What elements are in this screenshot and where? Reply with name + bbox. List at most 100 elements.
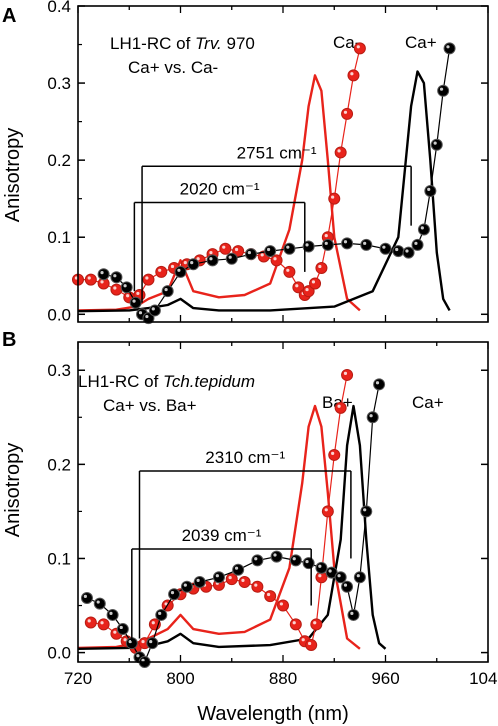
panel-a-series-3-point-26 — [437, 84, 450, 97]
panel-a-series-2-point-12-hl — [222, 245, 226, 249]
panel-a-series-3-point-14 — [283, 242, 296, 255]
panel-a-bracket-1-label: 2020 cm⁻¹ — [180, 180, 260, 199]
panel-b-bracket-0-label: 2310 cm⁻¹ — [205, 448, 285, 467]
panel-b-series-3-point-23-hl — [356, 574, 360, 578]
panel-a-series-3-point-18-hl — [363, 241, 367, 245]
panel-a-series-3-point-0 — [97, 268, 110, 281]
panel-b-bracket-1-label: 2039 cm⁻¹ — [182, 526, 262, 545]
panel-a-series-3-point-16-hl — [324, 241, 328, 245]
panel-a-series-3-point-23-hl — [420, 226, 424, 230]
panel-a-series-3-point-27-hl — [446, 45, 450, 49]
panel-a-series-3-point-6 — [148, 304, 161, 317]
panel-a-series-3-point-17-hl — [343, 240, 348, 244]
panel-a-series-3-point-12-hl — [247, 250, 251, 255]
panel-b-series-3-point-23 — [353, 571, 366, 584]
panel-b-series-2-point-19 — [305, 639, 318, 652]
panel-a-series-3-point-16 — [321, 238, 334, 251]
panel-a-series-0-line — [77, 74, 361, 312]
panel-a-series-3-point-22 — [411, 238, 424, 251]
panel-a-series-2-point-4-hl — [126, 294, 130, 298]
panel-b-series-2-point-2-hl — [113, 630, 117, 634]
panel-b-series-3-point-21-hl — [343, 583, 348, 587]
panel-a-series-3-point-14-hl — [286, 245, 290, 249]
panel-b-series-2-point-20 — [310, 618, 323, 631]
panel-a-series-3-point-21-hl — [405, 249, 409, 253]
panel-b-series-3-point-11-hl — [196, 578, 200, 583]
panel-a-ytick-label-4: 0.4 — [47, 0, 71, 16]
panel-a-series-3-point-25-hl — [433, 141, 437, 145]
panel-b-series-3-point-18-hl — [318, 564, 322, 568]
panel-a-ytick-label-3: 0.3 — [47, 74, 71, 93]
panel-b-series-0-line — [77, 404, 361, 650]
panel-b-series-3-point-15 — [270, 550, 283, 563]
panel-a-series-3-point-15-hl — [305, 243, 309, 247]
panel-a-series-3-point-0-hl — [100, 271, 104, 275]
panel-a-series-3-point-25 — [430, 138, 443, 151]
panel-b-series-2-point-24-hl — [337, 404, 341, 408]
panel-a-ylabel: Anisotropy — [2, 128, 24, 223]
panel-b-series-2-point-16-hl — [279, 602, 283, 606]
panel-b-series-3-point-2-hl — [109, 611, 113, 615]
panel-b-series-3-point-14-hl — [254, 557, 258, 561]
panel-a-series-2-point-3 — [110, 283, 123, 296]
panel-b-ytick-label-1: 0.1 — [47, 549, 71, 568]
panel-a-ytick-label-1: 0.1 — [47, 228, 71, 247]
panel-a-annotation-line-1: LH1-RC of Trv. 970 — [110, 34, 255, 53]
panel-a-series-2-point-13-hl — [234, 247, 239, 252]
panel-a-series-3-point-24 — [424, 184, 437, 197]
panel-a-series-3-point-23 — [417, 223, 430, 236]
panel-a-series-2-point-15-hl — [260, 253, 264, 257]
panel-a-series-2-point-12 — [219, 242, 232, 255]
panel-a-series-2-point-5-hl — [136, 291, 140, 296]
panel-a-series-2-point-26-hl — [343, 110, 348, 114]
panel-a-series-3-point-4-hl — [138, 311, 143, 315]
panel-b-annotation-line-1: LH1-RC of Tch.tepidum — [78, 372, 255, 391]
panel-a-series-2-point-3-hl — [113, 286, 117, 290]
panel-a-series-3-point-11-hl — [228, 255, 232, 259]
panel-b-xtick-label-0: 720 — [64, 669, 92, 688]
panel-a-series-2-point-28 — [353, 42, 366, 55]
panel-b-ytick-label-0: 0.0 — [47, 644, 71, 663]
panel-b-series-3-point-1-hl — [96, 600, 100, 604]
panel-b-series-2-point-19-hl — [307, 641, 312, 646]
panel-a-plot-frame — [77, 5, 489, 323]
panel-b-series-3-line — [86, 384, 380, 664]
panel-b-series-3-point-24 — [360, 505, 373, 518]
panel-b-series-3-point-16 — [289, 554, 302, 567]
panel-b-series-3-point-4-hl — [128, 639, 132, 644]
panel-a-bracket-0-label: 2751 cm⁻¹ — [237, 143, 317, 162]
panel-b-annotation-line-2: Ca+ vs. Ba+ — [103, 396, 197, 415]
panel-a-series-3-point-17 — [341, 237, 354, 250]
panel-b-series-3-point-13-hl — [234, 566, 239, 570]
panel-a-series-2-point-22-hl — [318, 264, 322, 269]
panel-a-series-3-point-9-hl — [190, 260, 194, 265]
panel-b-series-3-point-19-hl — [328, 569, 332, 573]
panel-a-series-3-point-18 — [360, 238, 373, 251]
panel-a-series-2-point-18 — [292, 281, 305, 294]
panel-b-series-3-point-26-hl — [375, 381, 380, 385]
panel-b-series-3-point-22-hl — [350, 611, 354, 615]
panel-a-series-2-point-26 — [341, 107, 354, 120]
panel-a-series-3-point-21 — [402, 246, 415, 259]
panel-a-series-2-point-23-hl — [324, 234, 328, 238]
panel-a-series-3-point-11 — [225, 252, 238, 265]
panel-a-series-2-point-1-hl — [87, 276, 91, 280]
panel-b-series-2-point-14-hl — [254, 583, 258, 587]
panel-b-series-3-point-10-hl — [183, 583, 187, 587]
panel-a-series-3-point-26-hl — [439, 87, 444, 91]
panel-a-series-2-point-7-hl — [158, 268, 162, 272]
panel-b-plot-frame — [77, 341, 489, 663]
panel-a-series-3-point-12 — [244, 248, 257, 261]
panel-a-series-2-point-20 — [302, 285, 315, 298]
panel-b: B Anisotropy LH1-RC of Tch.tepidum Ca+ v… — [2, 329, 498, 725]
panel-a-series-2-point-11-hl — [209, 250, 213, 255]
panel-b-series-3-point-2 — [106, 608, 119, 621]
panel-b-series-2-point-17 — [289, 618, 302, 631]
panel-b-ytick-label-2: 0.2 — [47, 455, 71, 474]
panel-b-series-3-point-20 — [334, 571, 347, 584]
panel-b-series-2-point-13-hl — [241, 578, 245, 583]
panel-a-series-2-point-25 — [334, 146, 347, 159]
panel-a-series-2-point-13 — [232, 245, 245, 258]
panel-a-series-2-point-24-hl — [331, 195, 335, 199]
panel-b-series-3-point-10 — [180, 580, 193, 593]
